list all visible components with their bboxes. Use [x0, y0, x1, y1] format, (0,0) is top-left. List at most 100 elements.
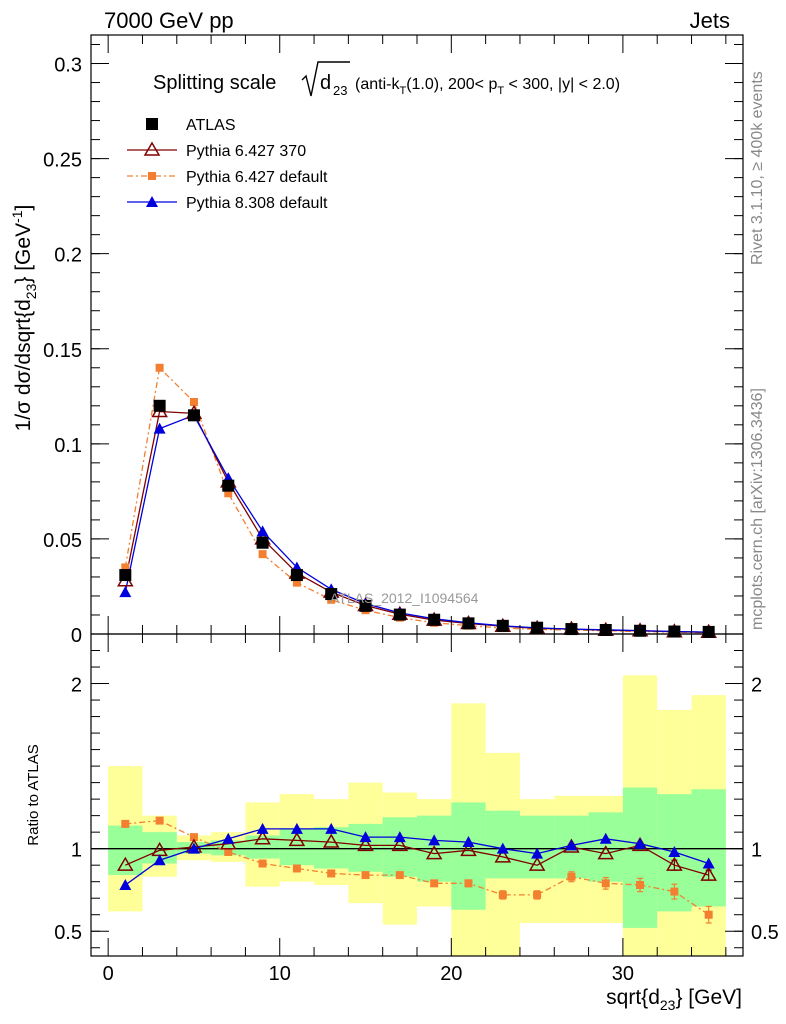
- ratio-band-green: [691, 789, 726, 907]
- ratio-ytick-label-right: 0.5: [751, 922, 779, 944]
- ratio-point-open-triangle: [597, 845, 615, 860]
- ratio-point-filled-triangle: [222, 832, 235, 844]
- main-ytick-label: 0.15: [43, 340, 82, 362]
- ratio-point-open-triangle: [322, 833, 340, 848]
- main-point-filled-square: [428, 613, 441, 626]
- main-y-axis-label: 1/σ dσ/dsqrt{d23} [GeV-1]: [9, 205, 39, 432]
- xlabel-main: sqrt{d: [606, 986, 660, 1009]
- ratio-band-green: [451, 802, 486, 910]
- ratio-point-small-square: [636, 880, 645, 889]
- main-point-filled-square: [565, 623, 578, 636]
- ratio-point-small-square: [601, 879, 610, 888]
- title-rest-sub: T: [399, 85, 406, 97]
- mcplots-label: mcplots.cern.ch [arXiv:1306.3436]: [749, 388, 766, 630]
- ratio-band-green: [279, 828, 315, 866]
- legend-marker: [146, 196, 158, 207]
- analysis-watermark: ATLAS_2012_I1094564: [330, 590, 479, 606]
- ratio-point-small-square: [567, 872, 576, 881]
- ratio-point-filled-triangle: [153, 854, 166, 866]
- title-rest-1: (anti-k: [355, 76, 400, 93]
- ratio-xtick-label: 10: [269, 963, 291, 985]
- ratio-point-small-square: [121, 819, 130, 828]
- title-sqrt-sign: [301, 61, 350, 97]
- main-point-small-square: [292, 578, 301, 587]
- ratio-point-open-triangle: [460, 841, 477, 857]
- ratio-point-small-square: [430, 879, 439, 888]
- ratio-point-filled-triangle: [496, 842, 509, 854]
- chart-title: Splitting scale d 23 (anti-kT(1.0), 200<…: [153, 61, 620, 98]
- ylabel-sub: 23: [23, 283, 39, 299]
- ratio-point-filled-triangle: [325, 822, 338, 834]
- ratio-point-open-triangle: [357, 836, 374, 852]
- ratio-point-filled-triangle: [668, 845, 681, 857]
- ratio-point-small-square: [327, 869, 336, 878]
- ylabel-sup: -1: [9, 210, 25, 223]
- main-point-filled-square: [290, 569, 303, 582]
- main-point-filled-square: [187, 409, 200, 422]
- ratio-point-filled-triangle: [462, 836, 475, 848]
- ratio-ytick-label: 2: [71, 675, 82, 697]
- ratio-band-green: [108, 825, 143, 876]
- ratio-ytick-label: 1: [71, 840, 82, 862]
- title-sqrt-sub: 23: [333, 83, 347, 98]
- ratio-xtick-label: 30: [612, 963, 634, 985]
- main-point-filled-square: [702, 625, 715, 638]
- ratio-uncertainty-bands: [91, 675, 743, 956]
- legend-entry-label: Pythia 6.427 370: [186, 143, 306, 160]
- xlabel-end: } [GeV]: [675, 986, 742, 1009]
- legend-marker: [148, 172, 156, 180]
- ylabel-main: 1/σ dσ/dsqrt{d: [12, 299, 35, 431]
- ratio-point-small-square: [395, 871, 404, 880]
- ratio-point-filled-triangle: [531, 847, 544, 859]
- ratio-point-small-square: [464, 879, 473, 888]
- title-prefix: Splitting scale: [153, 72, 276, 94]
- main-point-filled-triangle: [153, 422, 166, 434]
- ratio-line-open-triangle: [125, 838, 709, 876]
- main-point-filled-square: [222, 479, 235, 492]
- ratio-point-small-square: [361, 871, 370, 880]
- ratio-xtick-label: 0: [103, 963, 114, 985]
- title-rest-2: (1.0), 200< p: [406, 76, 497, 93]
- ratio-point-filled-triangle: [359, 831, 372, 843]
- main-ytick-label: 0.25: [43, 150, 82, 172]
- xlabel-sub: 23: [660, 997, 676, 1013]
- main-point-filled-square: [599, 624, 612, 637]
- ratio-point-open-triangle: [494, 848, 512, 863]
- ratio-point-open-triangle: [700, 866, 717, 881]
- main-point-small-square: [189, 398, 198, 407]
- main-point-small-square: [258, 550, 267, 559]
- ratio-axis-ticks: 0.5 0.51 12 20 10 20 30: [54, 634, 779, 985]
- main-point-filled-square: [496, 619, 509, 632]
- ratio-point-small-square: [224, 847, 233, 856]
- ratio-point-open-triangle: [117, 856, 134, 871]
- ratio-point-filled-triangle: [256, 822, 269, 834]
- main-point-filled-triangle: [256, 525, 269, 537]
- ratio-point-small-square: [498, 890, 507, 899]
- ratio-point-filled-triangle: [702, 857, 715, 869]
- ratio-point-small-square: [670, 887, 679, 896]
- legend: ATLAS Pythia 6.427 370 Pythia 6.427 defaul…: [127, 117, 328, 212]
- ratio-point-small-square: [258, 859, 267, 868]
- ratio-plot-marks: [117, 816, 717, 924]
- ratio-point-filled-triangle: [290, 822, 303, 834]
- ratio-band-green: [245, 835, 280, 859]
- main-axis-ticks: 0 0.05 0.1 0.15 0.2 0.25 0.3: [43, 35, 743, 647]
- process-label: Jets: [690, 8, 730, 33]
- main-point-filled-triangle: [119, 586, 132, 598]
- ratio-point-open-triangle: [288, 831, 306, 847]
- main-point-small-square: [155, 363, 164, 372]
- ratio-point-small-square: [533, 890, 542, 899]
- main-point-filled-square: [359, 599, 372, 612]
- ratio-band-green: [382, 817, 417, 877]
- main-point-filled-square: [393, 608, 406, 621]
- ratio-point-small-square: [292, 864, 301, 873]
- title-rest-sub2: T: [497, 85, 504, 97]
- ratio-point-open-triangle: [254, 830, 271, 845]
- legend-marker: [146, 118, 158, 130]
- ratio-band-green: [348, 823, 383, 872]
- energy-label: 7000 GeV pp: [104, 8, 234, 33]
- main-point-filled-square: [119, 569, 132, 582]
- ratio-line-filled-triangle: [124, 828, 709, 886]
- ratio-point-small-square: [189, 833, 198, 842]
- ratio-point-filled-triangle: [119, 878, 132, 890]
